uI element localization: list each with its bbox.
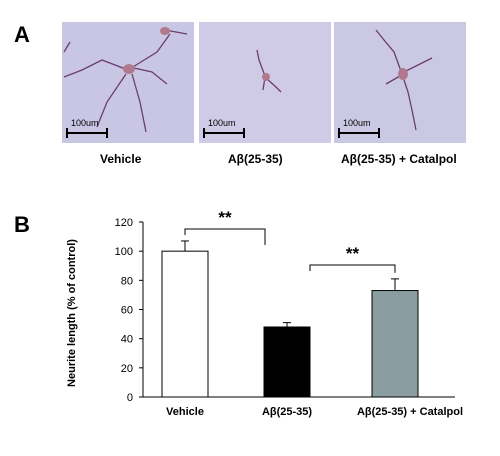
y-axis-label: Neurite length (% of control) (66, 239, 78, 387)
significance-bracket (309, 264, 396, 273)
bars (161, 240, 419, 398)
x-tick-label: Aβ(25-35) + Catalpol (357, 406, 463, 418)
y-tick-label: 60 (121, 305, 133, 317)
x-tick-label: Vehicle (166, 406, 204, 418)
caption-vehicle: Vehicle (100, 152, 142, 166)
scale-bar-label: 100um (71, 118, 99, 128)
scale-bar-label: 100um (208, 118, 236, 128)
bar (371, 290, 419, 398)
panel-b-label: B (14, 212, 30, 237)
y-tick-label: 100 (115, 246, 133, 258)
micrograph-catalpol: 100um (334, 22, 466, 143)
y-tick-label: 40 (121, 334, 133, 346)
significance-stars: ** (346, 244, 360, 263)
scale-bar-label: 100um (343, 118, 371, 128)
panel-a-label: A (14, 22, 30, 47)
y-tick-label: 20 (121, 363, 133, 375)
micrograph-vehicle: 100um (62, 22, 194, 143)
bar (161, 250, 209, 398)
significance-stars: ** (218, 208, 232, 227)
significance-brackets: ** ** (184, 208, 396, 273)
y-tick-label: 120 (115, 217, 133, 229)
significance-bracket (184, 228, 266, 245)
caption-abeta: Aβ(25-35) (228, 152, 283, 166)
y-tick-label: 0 (127, 392, 133, 404)
caption-catalpol: Aβ(25-35) + Catalpol (341, 152, 457, 166)
micrograph-abeta: 100um (199, 22, 331, 143)
y-tick-label: 80 (121, 275, 133, 287)
bar (263, 326, 311, 398)
x-tick-label: Aβ(25-35) (262, 406, 312, 418)
x-tick-labels: Vehicle Aβ(25-35) Aβ(25-35) + Catalpol (166, 406, 463, 418)
bar-chart: 0 20 40 60 80 100 120 ** ** Vehicle Aβ(25-35) Aβ(… (66, 208, 463, 418)
